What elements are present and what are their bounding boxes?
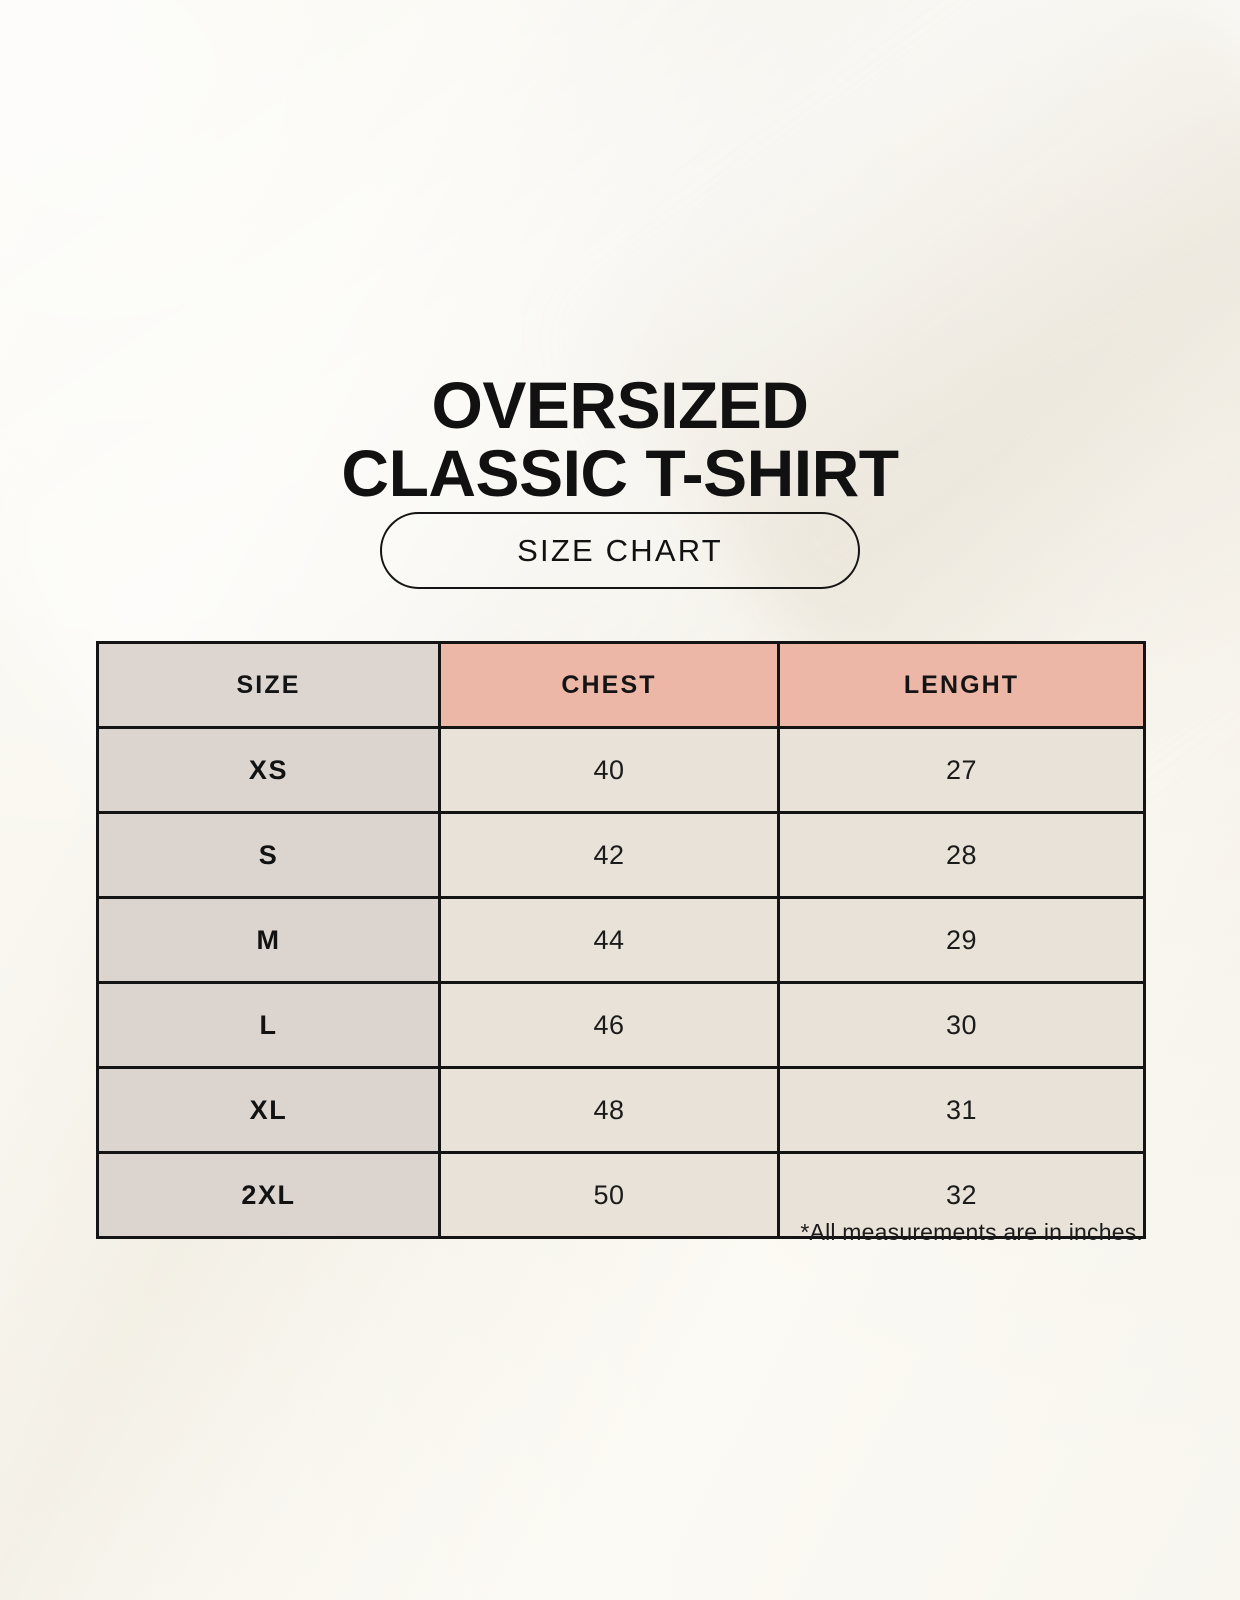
page-title-line-2: CLASSIC T-SHIRT (341, 435, 899, 510)
cell-length: 31 (777, 1066, 1146, 1154)
size-chart-badge: SIZE CHART (380, 512, 860, 589)
measurements-footnote: *All measurements are in inches. (800, 1219, 1143, 1245)
cell-size: XL (96, 1066, 441, 1154)
cell-chest: 46 (438, 981, 780, 1069)
size-chart-badge-wrap: SIZE CHART (0, 512, 1240, 589)
column-header-length: LENGHT (777, 641, 1146, 729)
column-header-size: SIZE (96, 641, 441, 729)
cell-chest: 50 (438, 1151, 780, 1239)
cell-length: 29 (777, 896, 1146, 984)
cell-length: 28 (777, 811, 1146, 899)
cell-size: 2XL (96, 1151, 441, 1239)
cell-size: L (96, 981, 441, 1069)
cell-chest: 40 (438, 726, 780, 814)
table-row: XL 48 31 (96, 1066, 1146, 1154)
cell-length: 32 (777, 1151, 1146, 1239)
cell-chest: 42 (438, 811, 780, 899)
table-row: M 44 29 (96, 896, 1146, 984)
cell-length: 30 (777, 981, 1146, 1069)
page-title: OVERSIZED CLASSIC T-SHIRT (0, 368, 1240, 510)
column-header-chest: CHEST (438, 641, 780, 729)
table-row: S 42 28 (96, 811, 1146, 899)
table-row: L 46 30 (96, 981, 1146, 1069)
page-title-line-1: OVERSIZED (431, 368, 809, 443)
table-header-row: SIZE CHEST LENGHT (96, 641, 1146, 729)
cell-size: S (96, 811, 441, 899)
table-row: XS 40 27 (96, 726, 1146, 814)
cell-size: M (96, 896, 441, 984)
cell-chest: 48 (438, 1066, 780, 1154)
cell-chest: 44 (438, 896, 780, 984)
cell-size: XS (96, 726, 441, 814)
size-chart-table: SIZE CHEST LENGHT XS 40 27 S 42 28 M 44 … (96, 641, 1146, 1239)
table-row: 2XL 50 32 (96, 1151, 1146, 1239)
cell-length: 27 (777, 726, 1146, 814)
